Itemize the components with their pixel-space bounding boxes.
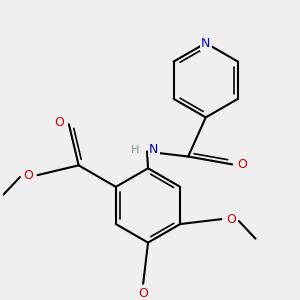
Text: O: O bbox=[23, 169, 33, 182]
Text: N: N bbox=[149, 143, 158, 156]
Text: O: O bbox=[226, 213, 236, 226]
Text: O: O bbox=[54, 116, 64, 129]
Text: H: H bbox=[131, 145, 139, 155]
Text: O: O bbox=[138, 287, 148, 300]
Text: N: N bbox=[201, 37, 211, 50]
Text: O: O bbox=[237, 158, 247, 171]
